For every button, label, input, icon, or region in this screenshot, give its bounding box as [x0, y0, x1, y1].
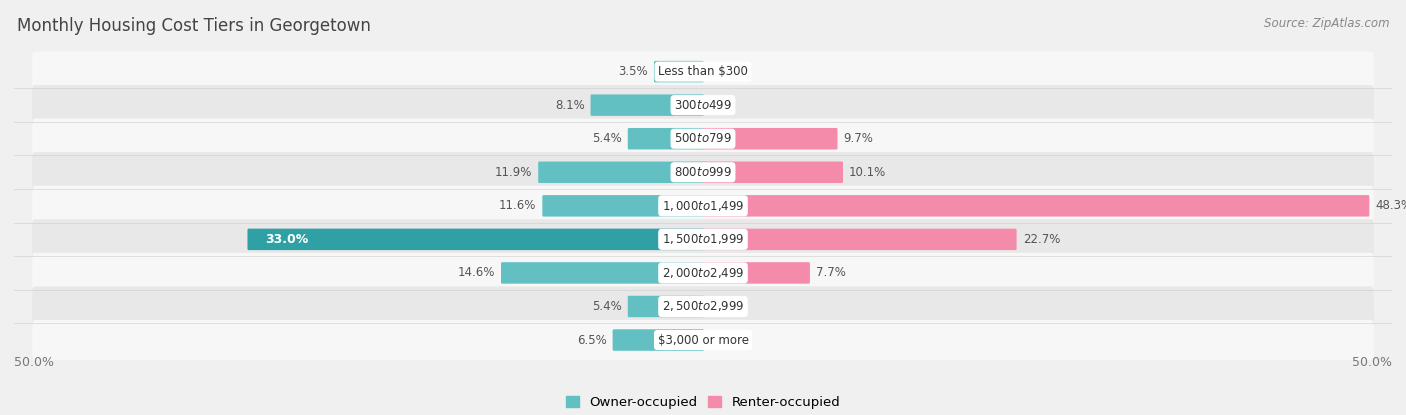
FancyBboxPatch shape [654, 61, 704, 82]
Text: 5.4%: 5.4% [592, 132, 621, 145]
FancyBboxPatch shape [627, 296, 704, 317]
Legend: Owner-occupied, Renter-occupied: Owner-occupied, Renter-occupied [565, 396, 841, 409]
Text: 48.3%: 48.3% [1375, 199, 1406, 212]
Text: Less than $300: Less than $300 [658, 65, 748, 78]
Text: $1,000 to $1,499: $1,000 to $1,499 [662, 199, 744, 213]
FancyBboxPatch shape [32, 219, 1374, 259]
FancyBboxPatch shape [32, 152, 1374, 193]
FancyBboxPatch shape [702, 161, 844, 183]
Text: 3.5%: 3.5% [619, 65, 648, 78]
FancyBboxPatch shape [32, 119, 1374, 159]
FancyBboxPatch shape [702, 128, 838, 149]
FancyBboxPatch shape [32, 320, 1374, 360]
Text: 10.1%: 10.1% [849, 166, 886, 179]
Text: $1,500 to $1,999: $1,500 to $1,999 [662, 232, 744, 247]
FancyBboxPatch shape [32, 51, 1374, 92]
Text: $800 to $999: $800 to $999 [673, 166, 733, 179]
Text: 11.6%: 11.6% [499, 199, 536, 212]
Text: $2,500 to $2,999: $2,500 to $2,999 [662, 300, 744, 313]
FancyBboxPatch shape [702, 195, 1369, 217]
FancyBboxPatch shape [702, 229, 1017, 250]
Text: 8.1%: 8.1% [555, 99, 585, 112]
FancyBboxPatch shape [613, 329, 704, 351]
Text: 7.7%: 7.7% [815, 266, 846, 279]
FancyBboxPatch shape [247, 229, 704, 250]
Text: 50.0%: 50.0% [14, 356, 53, 369]
Text: $2,000 to $2,499: $2,000 to $2,499 [662, 266, 744, 280]
Text: 5.4%: 5.4% [592, 300, 621, 313]
Text: 9.7%: 9.7% [844, 132, 873, 145]
FancyBboxPatch shape [32, 253, 1374, 293]
Text: 22.7%: 22.7% [1022, 233, 1060, 246]
Text: $300 to $499: $300 to $499 [673, 99, 733, 112]
Text: 14.6%: 14.6% [457, 266, 495, 279]
FancyBboxPatch shape [538, 161, 704, 183]
FancyBboxPatch shape [543, 195, 704, 217]
Text: $3,000 or more: $3,000 or more [658, 334, 748, 347]
Text: Monthly Housing Cost Tiers in Georgetown: Monthly Housing Cost Tiers in Georgetown [17, 17, 371, 34]
FancyBboxPatch shape [501, 262, 704, 284]
FancyBboxPatch shape [32, 186, 1374, 226]
Text: $500 to $799: $500 to $799 [673, 132, 733, 145]
Text: Source: ZipAtlas.com: Source: ZipAtlas.com [1264, 17, 1389, 29]
FancyBboxPatch shape [32, 286, 1374, 327]
FancyBboxPatch shape [32, 85, 1374, 125]
Text: 11.9%: 11.9% [495, 166, 531, 179]
Text: 6.5%: 6.5% [576, 334, 606, 347]
FancyBboxPatch shape [702, 262, 810, 284]
FancyBboxPatch shape [591, 95, 704, 116]
Text: 50.0%: 50.0% [1353, 356, 1392, 369]
FancyBboxPatch shape [627, 128, 704, 149]
Text: 33.0%: 33.0% [264, 233, 308, 246]
